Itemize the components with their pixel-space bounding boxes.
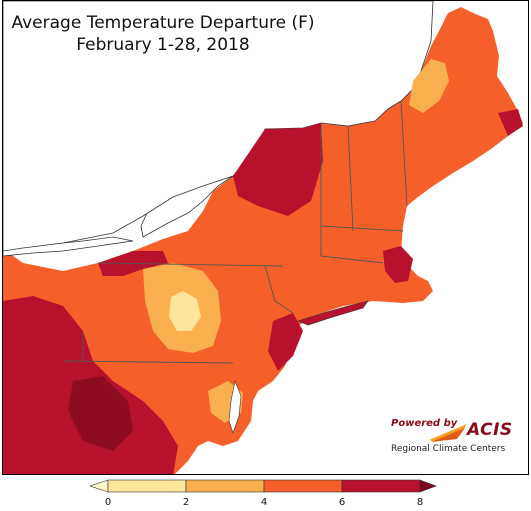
acis-powered-by: Powered by xyxy=(391,418,458,429)
legend-low-arrow xyxy=(90,479,109,493)
hot-region-mass xyxy=(383,246,413,283)
legend-bar xyxy=(90,479,437,493)
color-legend: 0 2 4 6 8 xyxy=(90,478,440,511)
acis-logo: Powered by ACIS Regional Climate Centers xyxy=(385,414,517,460)
state-borders xyxy=(62,100,408,364)
map-title: Average Temperature Departure (F) xyxy=(11,13,315,33)
long-island xyxy=(297,300,369,326)
legend-tick-4: 4 xyxy=(260,497,268,508)
legend-tick-0: 0 xyxy=(104,497,112,508)
legend-tick-8: 8 xyxy=(416,497,424,508)
acis-swoosh-icon xyxy=(429,424,467,442)
hot-region-maine-coast xyxy=(498,109,523,136)
hottest-region-wv xyxy=(68,376,133,451)
acis-subtitle: Regional Climate Centers xyxy=(391,444,506,454)
legend-bin-0-2 xyxy=(107,479,187,493)
map-frame: Average Temperature Departure (F) Februa… xyxy=(2,0,529,475)
hot-region-nj xyxy=(268,313,303,371)
legend-bin-6-8 xyxy=(341,479,421,493)
legend-high-arrow xyxy=(419,479,437,493)
map-date-range: February 1-28, 2018 xyxy=(76,35,250,55)
legend-tick-2: 2 xyxy=(182,497,190,508)
land-region xyxy=(3,7,523,474)
legend-tick-6: 6 xyxy=(338,497,346,508)
chesapeake-bay xyxy=(228,379,242,434)
temperature-departure-map xyxy=(3,1,523,474)
legend-bin-4-6 xyxy=(263,479,343,493)
acis-name: ACIS xyxy=(467,420,513,440)
hot-region-ny-north xyxy=(233,123,323,216)
cool-region-pa xyxy=(169,291,201,331)
warm-region-maine xyxy=(409,59,449,113)
legend-bin-2-4 xyxy=(185,479,265,493)
